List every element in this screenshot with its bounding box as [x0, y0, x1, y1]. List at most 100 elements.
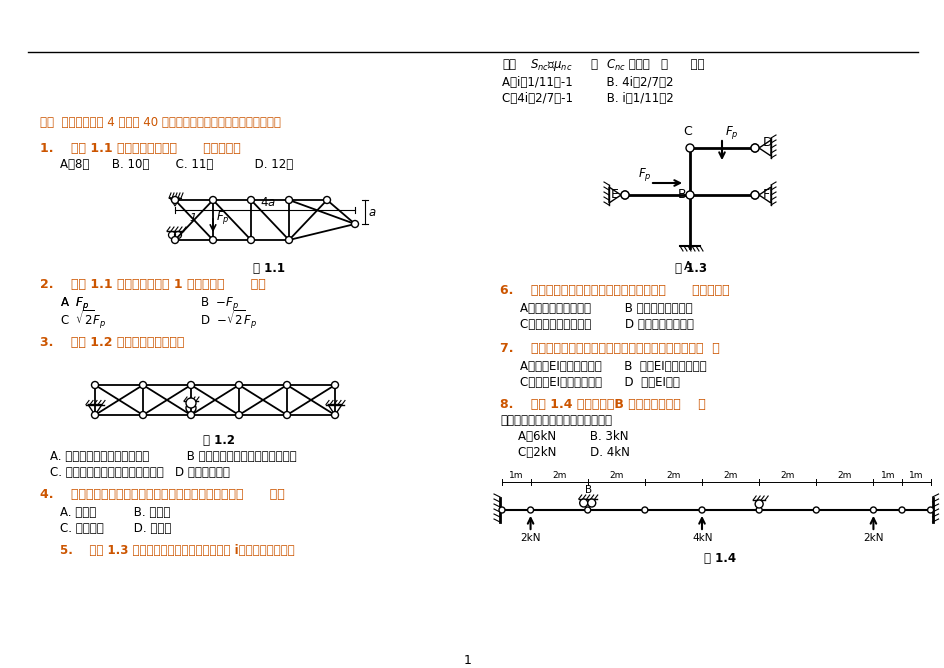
Text: 1m: 1m: [908, 472, 922, 480]
Circle shape: [699, 507, 704, 513]
Text: C. 几何不变体系，有两个多余约束   D 几何可变体系: C. 几何不变体系，有两个多余约束 D 几何可变体系: [50, 466, 229, 478]
Text: C、杆端力与结点位移         D 结点力与杆端位移: C、杆端力与结点位移 D 结点力与杆端位移: [519, 319, 693, 331]
Text: 7.    超静定结构在支座移动或温度改变情况下，内力与（  ）: 7. 超静定结构在支座移动或温度改变情况下，内力与（ ）: [499, 341, 719, 355]
Text: A  $F_p$: A $F_p$: [59, 295, 89, 311]
Text: 5.    如图 1.3 所示结构，各杆件的线刚度均为 i，采用力矩分配法: 5. 如图 1.3 所示结构，各杆件的线刚度均为 i，采用力矩分配法: [59, 544, 295, 556]
Circle shape: [620, 191, 629, 199]
Text: $F_p$: $F_p$: [637, 166, 651, 184]
Text: 4.    均匀分布竖向荷载作用下，三铰拱的合理拱轴线为（      ）。: 4. 均匀分布竖向荷载作用下，三铰拱的合理拱轴线为（ ）。: [40, 488, 284, 500]
Circle shape: [351, 220, 358, 228]
Circle shape: [898, 507, 904, 513]
Text: A、杆端力与杆端位移         B 结点力与结点位移: A、杆端力与杆端位移 B 结点力与结点位移: [519, 301, 692, 315]
Text: D  $-\sqrt{2}F_p$: D $-\sqrt{2}F_p$: [200, 309, 257, 331]
Circle shape: [579, 499, 587, 507]
Circle shape: [186, 398, 195, 408]
Circle shape: [750, 144, 758, 152]
Circle shape: [750, 144, 758, 152]
Text: 1.    如图 1.1 所示结构，共有（      ）根零杆。: 1. 如图 1.1 所示结构，共有（ ）根零杆。: [40, 142, 241, 154]
Text: A、i，1/11，-1         B. 4i，2/7，2: A、i，1/11，-1 B. 4i，2/7，2: [501, 75, 673, 88]
Text: 2m: 2m: [666, 472, 680, 480]
Circle shape: [247, 196, 254, 204]
Text: $a$: $a$: [367, 206, 376, 218]
Text: 2.    如图 1.1 所示结构，杆件 1 的轴力为（      ）。: 2. 如图 1.1 所示结构，杆件 1 的轴力为（ ）。: [40, 279, 265, 291]
Circle shape: [754, 500, 763, 508]
Text: 2kN: 2kN: [520, 533, 541, 543]
Circle shape: [92, 411, 98, 418]
Text: E: E: [611, 188, 618, 202]
Text: A. 圆弧线          B. 抛物线: A. 圆弧线 B. 抛物线: [59, 506, 170, 518]
Circle shape: [283, 381, 290, 389]
Circle shape: [140, 381, 146, 389]
Text: 分别为   （      ）。: 分别为 （ ）。: [624, 59, 704, 71]
Text: 2m: 2m: [722, 472, 737, 480]
Text: 6.    矩阵位移法原始的整体刚度方程体现了（      ）的关系。: 6. 矩阵位移法原始的整体刚度方程体现了（ ）的关系。: [499, 283, 729, 297]
Text: A  $F_p$: A $F_p$: [59, 295, 89, 311]
Text: 时，: 时，: [501, 59, 515, 71]
Text: B  $-F_p$: B $-F_p$: [200, 295, 239, 311]
Circle shape: [285, 196, 293, 204]
Circle shape: [587, 499, 595, 507]
Text: C、2kN         D. 4kN: C、2kN D. 4kN: [517, 446, 630, 460]
Text: C. 正弦曲线        D. 三角形: C. 正弦曲线 D. 三角形: [59, 522, 171, 534]
Text: 图 1.2: 图 1.2: [203, 434, 235, 446]
Text: 1: 1: [464, 653, 471, 667]
Text: 2kN: 2kN: [863, 533, 883, 543]
Circle shape: [927, 507, 933, 513]
Circle shape: [331, 381, 338, 389]
Circle shape: [247, 236, 254, 244]
Circle shape: [641, 507, 648, 513]
Circle shape: [685, 191, 693, 199]
Circle shape: [584, 507, 590, 513]
Text: A: A: [683, 260, 692, 273]
Text: 图 1.1: 图 1.1: [253, 261, 285, 275]
Text: 4kN: 4kN: [691, 533, 712, 543]
Text: A. 几何可变体系，有多余约束          B 几何不变体系，有一个多余约束: A. 几何可变体系，有多余约束 B 几何不变体系，有一个多余约束: [50, 450, 296, 462]
Circle shape: [750, 191, 758, 199]
Circle shape: [140, 411, 146, 418]
Text: 一、  选择题（每题 4 分，共 40 分，将正确答案的选项写在答题纸上）: 一、 选择题（每题 4 分，共 40 分，将正确答案的选项写在答题纸上）: [40, 116, 280, 128]
Circle shape: [283, 411, 290, 418]
Circle shape: [210, 236, 216, 244]
Text: $4a$: $4a$: [260, 196, 276, 210]
Text: （提示：利用刚体体系的虚功原理）: （提示：利用刚体体系的虚功原理）: [499, 413, 612, 426]
Text: C: C: [683, 125, 692, 138]
Circle shape: [331, 411, 338, 418]
Circle shape: [750, 191, 758, 199]
Text: C、4i，2/7，-1         B. i，1/11，2: C、4i，2/7，-1 B. i，1/11，2: [501, 92, 673, 106]
Text: B: B: [584, 485, 591, 495]
Text: 1m: 1m: [880, 472, 894, 480]
Circle shape: [171, 236, 178, 244]
Text: 2m: 2m: [609, 472, 623, 480]
Text: 8.    如图 1.4 所示结构，B 点支座反力为（    ）: 8. 如图 1.4 所示结构，B 点支座反力为（ ）: [499, 397, 705, 411]
Text: C、杆件EI的绝对值无关      D  杆件EI无关: C、杆件EI的绝对值无关 D 杆件EI无关: [519, 377, 679, 389]
Circle shape: [755, 507, 762, 513]
Text: $F_p$: $F_p$: [216, 210, 229, 226]
Text: 图 1.3: 图 1.3: [674, 261, 706, 275]
Circle shape: [187, 411, 194, 418]
Circle shape: [323, 196, 330, 204]
Text: 及: 及: [589, 59, 597, 71]
Text: $F_p$: $F_p$: [724, 124, 738, 142]
Circle shape: [171, 196, 178, 204]
Circle shape: [498, 507, 504, 513]
Circle shape: [285, 236, 293, 244]
Text: A、杆件EI的相对值有关      B  杆件EI的绝对值有关: A、杆件EI的相对值有关 B 杆件EI的绝对值有关: [519, 359, 706, 373]
Circle shape: [620, 191, 629, 199]
Text: 1: 1: [189, 213, 196, 223]
Text: C  $\sqrt{2}F_p$: C $\sqrt{2}F_p$: [59, 309, 107, 331]
Circle shape: [685, 144, 693, 152]
Text: $S_{nc}$，$\mu_{nc}$: $S_{nc}$，$\mu_{nc}$: [530, 57, 572, 73]
Circle shape: [210, 196, 216, 204]
Text: B: B: [677, 188, 686, 202]
Circle shape: [187, 381, 194, 389]
Text: 图 1.4: 图 1.4: [703, 552, 735, 564]
Circle shape: [527, 507, 533, 513]
Circle shape: [235, 411, 243, 418]
Circle shape: [92, 381, 98, 389]
Circle shape: [235, 381, 243, 389]
Text: $C_{nc}$: $C_{nc}$: [605, 57, 625, 73]
Text: D: D: [762, 136, 772, 150]
Text: 3.    如图 1.2 所示结构，该体系为: 3. 如图 1.2 所示结构，该体系为: [40, 335, 184, 349]
Text: 2m: 2m: [780, 472, 794, 480]
Circle shape: [869, 507, 875, 513]
